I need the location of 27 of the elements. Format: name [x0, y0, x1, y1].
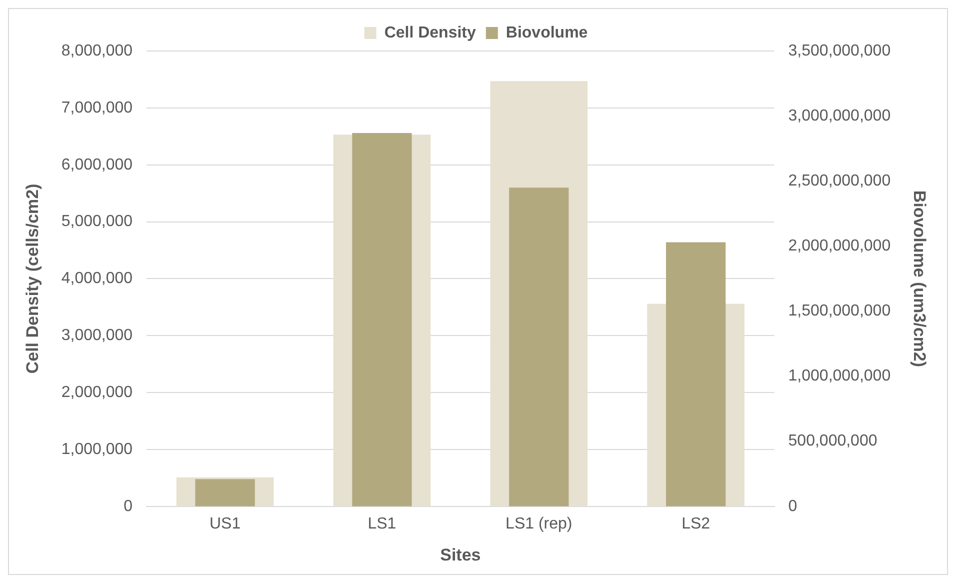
legend-label: Cell Density	[384, 24, 476, 42]
y2-tick-label: 500,000,000	[788, 432, 878, 450]
y2-axis-title: Biovolume (um3/cm2)	[910, 190, 930, 368]
y2-tick-label: 1,000,000,000	[788, 368, 891, 385]
legend-label: Biovolume	[506, 24, 588, 42]
y2-tick-label: 2,500,000,000	[788, 172, 891, 190]
y-tick-label: 8,000,000	[61, 42, 133, 60]
bar	[509, 188, 569, 506]
y2-tick-label: 3,500,000,000	[788, 42, 891, 60]
y2-tick-label: 1,500,000,000	[788, 302, 891, 320]
x-tick-label: LS2	[682, 515, 710, 532]
x-tick-label: LS1	[368, 515, 396, 532]
y2-tick-label: 2,000,000,000	[788, 238, 891, 255]
y-tick-label: 3,000,000	[61, 327, 133, 344]
y-tick-label: 0	[124, 498, 133, 515]
y-tick-label: 6,000,000	[61, 156, 133, 174]
y2-tick-label: 0	[788, 498, 798, 515]
y-axis-title: Cell Density (cells/cm2)	[22, 184, 42, 374]
y-tick-label: 4,000,000	[61, 270, 133, 288]
y2-tick-label: 3,000,000,000	[788, 107, 891, 124]
y-tick-label: 5,000,000	[61, 213, 133, 230]
x-tick-label: US1	[209, 515, 241, 532]
y-tick-label: 1,000,000	[61, 440, 133, 458]
y-tick-label: 7,000,000	[61, 99, 133, 116]
y-tick-label: 2,000,000	[61, 384, 133, 401]
x-axis-title: Sites	[440, 545, 481, 564]
x-tick-label: LS1 (rep)	[506, 515, 572, 532]
